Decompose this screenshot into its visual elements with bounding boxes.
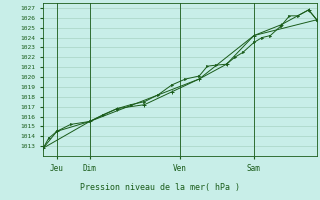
- Text: Pression niveau de la mer( hPa ): Pression niveau de la mer( hPa ): [80, 183, 240, 192]
